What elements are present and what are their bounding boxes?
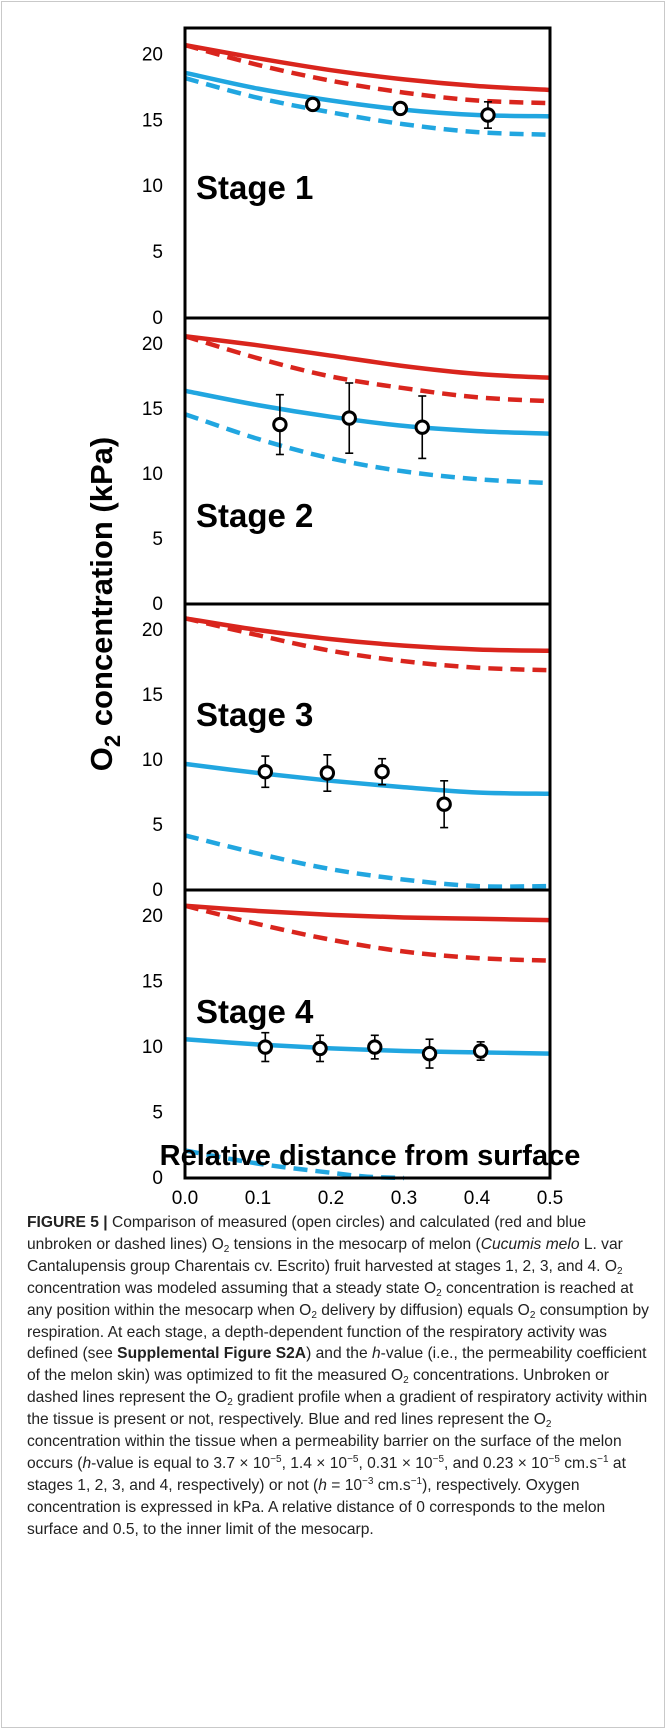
- y-tick-label: 20: [142, 334, 163, 355]
- y-tick-label: 5: [152, 1103, 163, 1124]
- measured-point: [367, 1039, 383, 1055]
- red-solid-line: [184, 42, 551, 93]
- y-axis-label-rest: concentration (kPa): [84, 437, 119, 735]
- red-dashed-line: [184, 616, 551, 673]
- measured-point: [480, 107, 496, 123]
- red-dashed-line: [184, 334, 551, 404]
- y-tick-label: 10: [142, 176, 163, 197]
- y-tick-label: 20: [142, 620, 163, 641]
- red-solid-line: [184, 903, 551, 923]
- y-tick-label: 5: [152, 815, 163, 836]
- y-tick-label: 0: [152, 308, 163, 329]
- measured-point: [319, 765, 336, 781]
- panel-stage-2: 0 5 10 15 20 Stage 2: [142, 333, 551, 615]
- x-axis-label: Relative distance from surface: [160, 1140, 581, 1172]
- caption-supplement-link[interactable]: Supplemental Figure S2A: [117, 1345, 307, 1363]
- x-tick-label: 0.1: [245, 1188, 271, 1209]
- blue-solid-line: [184, 388, 551, 436]
- figure-caption: FIGURE 5 | Comparison of measured (open …: [27, 1212, 649, 1541]
- x-tick-label: 0.5: [537, 1188, 563, 1209]
- measured-point: [272, 416, 288, 433]
- measured-point: [421, 1045, 438, 1062]
- measured-point: [392, 100, 409, 117]
- y-tick-label: 0: [152, 1168, 163, 1189]
- caption-figure-label: FIGURE 5 |: [27, 1214, 108, 1231]
- blue-dashed-line: [184, 75, 551, 138]
- measured-point: [257, 764, 273, 780]
- measured-point: [312, 1040, 328, 1057]
- red-dashed-line: [184, 42, 551, 106]
- panel-stage-3: 0 5 10 15 20 Stage 3: [142, 616, 551, 901]
- y-axis-label: O2 concentration (kPa): [84, 437, 125, 771]
- x-tick-label: 0.2: [318, 1188, 344, 1209]
- stage-label: Stage 2: [196, 497, 313, 534]
- stage-label: Stage 1: [196, 169, 313, 206]
- stage-label: Stage 3: [196, 696, 313, 733]
- y-tick-label: 15: [142, 972, 163, 993]
- measured-point: [436, 796, 452, 812]
- y-tick-label: 10: [142, 750, 163, 771]
- measured-point: [374, 764, 390, 780]
- y-tick-label: 20: [142, 44, 163, 65]
- measured-point: [414, 419, 430, 435]
- y-tick-label: 0: [152, 594, 163, 615]
- y-tick-label: 5: [152, 529, 163, 550]
- y-tick-label: 10: [142, 1037, 163, 1058]
- y-axis-label-main: O: [84, 747, 119, 771]
- y-tick-label: 0: [152, 880, 163, 901]
- y-tick-label: 5: [152, 242, 163, 263]
- measured-point: [305, 96, 321, 113]
- measured-point: [472, 1043, 489, 1059]
- red-dashed-line: [184, 903, 551, 963]
- y-tick-label: 15: [142, 685, 163, 706]
- x-tick-label: 0.0: [172, 1188, 198, 1209]
- measured-point: [341, 410, 357, 426]
- panel-frames: [183, 26, 552, 1180]
- measured-point: [257, 1039, 273, 1055]
- y-tick-label: 20: [142, 906, 163, 927]
- y-axis-label-sub: 2: [100, 735, 125, 747]
- x-tick-label: 0.3: [391, 1188, 417, 1209]
- panel-stage-1: 0 5 10 15 20 Stage 1: [142, 42, 551, 329]
- blue-dashed-line: [184, 412, 551, 486]
- chart-panels: 0 5 10 15 20 Stage 1 0 5 10 15 20 Stage 2 0 5 10 15 20 St…: [142, 26, 563, 1209]
- x-tick-label: 0.4: [464, 1188, 491, 1209]
- panel-stage-4: 0 5 10 15 20 Stage 4 0.0 0.1 0.2 0.3 0.4 0.5: [142, 903, 563, 1209]
- y-tick-label: 10: [142, 464, 163, 485]
- red-solid-line: [184, 333, 551, 381]
- blue-dashed-line: [184, 1148, 405, 1181]
- y-tick-label: 15: [142, 110, 163, 131]
- stage-label: Stage 4: [196, 993, 314, 1030]
- y-tick-label: 15: [142, 399, 163, 420]
- blue-dashed-line: [184, 833, 551, 889]
- caption-text: Comparison of measured (open circles) an…: [27, 1214, 649, 1538]
- red-solid-line: [184, 616, 551, 654]
- blue-solid-line: [184, 761, 551, 797]
